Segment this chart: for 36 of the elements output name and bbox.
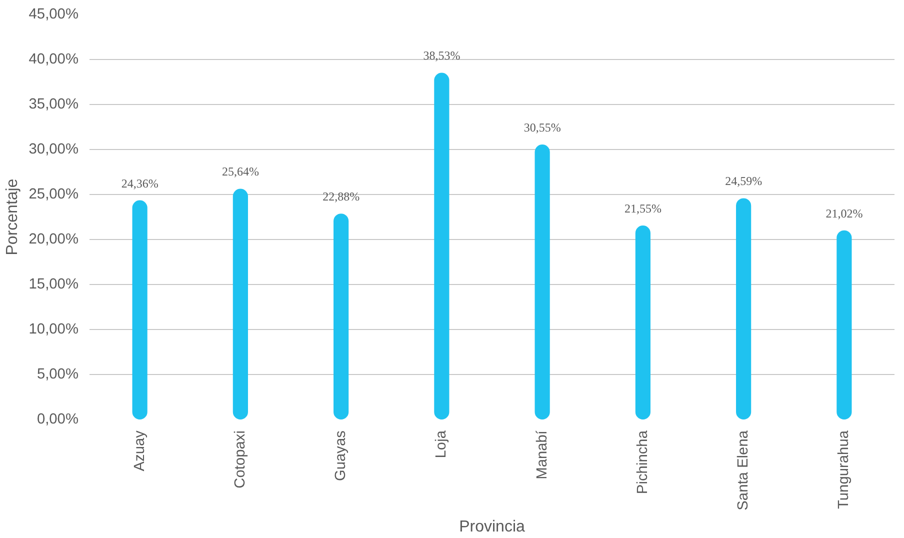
x-tick-label: Azuay [132,430,148,472]
y-tick-label: 20,00% [28,232,79,248]
data-label: 30,55% [524,120,561,135]
y-tick-label: 15,00% [28,276,79,292]
bar [334,214,349,420]
data-label: 24,36% [121,176,158,190]
data-label: 25,64% [222,164,259,179]
bar [736,198,752,420]
x-tick-label: Loja [434,430,450,458]
data-label: 38,53% [423,48,460,63]
data-label: 22,88% [322,190,360,204]
bar [635,226,650,420]
x-tick-label: Tungurahua [836,430,852,509]
data-label: 21,55% [624,202,662,216]
y-tick-label: 5,00% [36,366,79,382]
y-tick-label: 10,00% [28,322,79,338]
x-tick-label: Cotopaxi [232,430,248,488]
bar [534,144,550,420]
y-axis-title: Porcentaje [4,178,21,256]
y-tick-label: 25,00% [28,186,79,202]
x-tick-label: Santa Elena [736,430,752,510]
x-tick-label: Guayas [333,430,350,482]
data-label: 21,02% [826,206,863,220]
bar [132,200,148,420]
bar [836,230,852,420]
x-tick-label: Manabí [534,430,550,480]
y-tick-label: 45,00% [28,6,79,22]
x-axis-title: Provincia [459,518,526,536]
y-tick-label: 30,00% [28,142,79,158]
y-tick-label: 0,00% [36,412,79,428]
y-tick-label: 35,00% [28,96,79,112]
y-tick-label: 40,00% [28,52,79,68]
bar [434,72,450,420]
x-tick-label: Pichincha [634,430,651,494]
bar [232,188,248,420]
data-label: 24,59% [725,174,762,188]
